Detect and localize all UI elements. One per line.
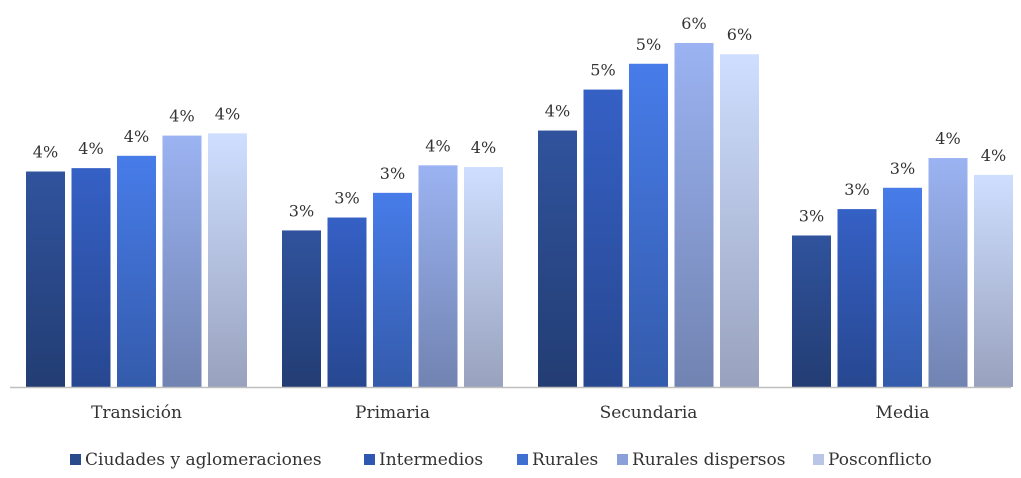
value-label-0-1: 4% [78, 139, 103, 158]
bar-3-3 [928, 158, 968, 387]
legend-item-0: Ciudades y aglomeraciones [70, 450, 322, 470]
value-label-3-2: 3% [890, 159, 915, 178]
bar-1-4 [464, 167, 503, 387]
category-label-3: Media [876, 403, 930, 423]
bar-0-2 [117, 155, 156, 387]
legend-item-3: Rurales dispersos [617, 450, 785, 470]
value-label-2-3: 6% [681, 14, 706, 33]
value-label-2-1: 5% [590, 61, 615, 80]
value-label-1-3: 4% [425, 136, 450, 155]
category-label-1: Primaria [355, 403, 430, 423]
bar-3-4 [974, 174, 1013, 387]
value-label-1-0: 3% [289, 201, 314, 220]
legend-label-3: Rurales dispersos [632, 450, 785, 470]
legend-item-4: Posconflicto [813, 450, 932, 470]
value-label-0-3: 4% [169, 107, 194, 126]
bar-2-4 [720, 54, 759, 388]
value-label-3-0: 3% [799, 206, 824, 225]
bar-2-1 [583, 89, 623, 387]
legend-swatch-0 [70, 454, 81, 465]
category-labels-layer: Transición Primaria Secundaria Media [91, 403, 929, 423]
bar-0-3 [162, 135, 202, 387]
bar-2-3 [674, 43, 714, 387]
legend-item-1: Intermedios [364, 450, 483, 470]
bar-3-1 [837, 209, 877, 387]
value-label-3-1: 3% [844, 180, 869, 199]
bar-0-1 [71, 168, 111, 387]
value-label-2-2: 5% [636, 35, 661, 54]
value-label-0-2: 4% [124, 127, 149, 146]
category-label-0: Transición [91, 403, 182, 423]
legend-swatch-1 [364, 454, 375, 465]
legend: Ciudades y aglomeraciones Intermedios Rura… [70, 450, 932, 470]
bar-1-1 [327, 217, 367, 387]
legend-label-2: Rurales [532, 450, 598, 470]
bar-1-3 [418, 165, 458, 387]
bar-2-0 [538, 130, 577, 388]
value-labels-layer: 4% 4% 4% 4% 4% 3% 3% 3% 4% 4% 4% 5% 5% 6% 6% 3% 3% 3% 4% 4% [33, 14, 1006, 225]
value-label-2-0: 4% [545, 102, 570, 121]
category-label-2: Secundaria [600, 403, 698, 423]
legend-swatch-3 [617, 454, 628, 465]
legend-swatch-4 [813, 454, 824, 465]
value-label-2-4: 6% [727, 25, 752, 44]
bar-1-2 [373, 192, 412, 387]
value-label-0-4: 4% [215, 104, 240, 123]
bar-3-0 [792, 235, 831, 387]
bar-0-4 [208, 133, 247, 387]
legend-label-4: Posconflicto [828, 450, 932, 470]
bars-layer [26, 43, 1013, 388]
value-label-1-4: 4% [471, 138, 496, 157]
value-label-3-3: 4% [935, 129, 960, 148]
legend-item-2: Rurales [517, 450, 598, 470]
bar-0-0 [26, 171, 65, 387]
legend-label-1: Intermedios [379, 450, 483, 470]
value-label-1-1: 3% [334, 189, 359, 208]
value-label-1-2: 3% [380, 164, 405, 183]
bar-3-2 [883, 187, 922, 387]
bar-2-2 [629, 63, 668, 387]
legend-label-0: Ciudades y aglomeraciones [85, 450, 322, 470]
value-label-3-4: 4% [981, 146, 1006, 165]
value-label-0-0: 4% [33, 143, 58, 162]
legend-swatch-2 [517, 454, 528, 465]
bar-1-0 [282, 230, 321, 387]
